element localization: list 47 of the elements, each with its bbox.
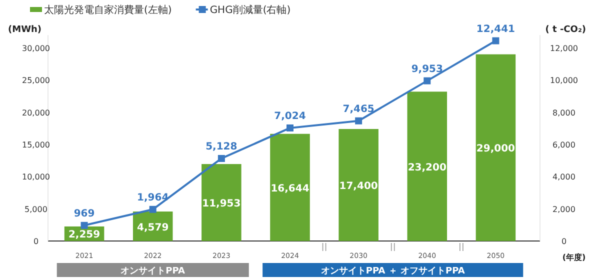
data-label: 7,024 xyxy=(274,110,306,122)
y2-axis-title: ( t -CO₂) xyxy=(545,25,586,35)
y2-tick-label: 4,000 xyxy=(552,172,576,182)
y2-tick-label: 10,000 xyxy=(550,76,578,86)
data-label: 11,953 xyxy=(202,198,241,210)
data-label: 2,259 xyxy=(68,230,100,241)
point xyxy=(286,124,294,132)
text: オンサイトPPA xyxy=(120,266,186,276)
y2-tick-label: 0 xyxy=(561,237,567,246)
data-label: 1,964 xyxy=(137,192,169,204)
y-axis-title: (MWh) xyxy=(8,25,42,35)
point xyxy=(218,154,225,162)
data-label: 29,000 xyxy=(476,144,516,155)
data-label: 9,953 xyxy=(411,64,443,75)
point xyxy=(149,206,156,213)
y-tick-label: 0 xyxy=(33,237,39,246)
data-label: 16,644 xyxy=(270,183,310,194)
data-label: 5,128 xyxy=(206,141,238,152)
y-tick-label: 30,000 xyxy=(22,44,50,53)
y-tick-label: 25,000 xyxy=(22,76,50,86)
y-tick-label: 20,000 xyxy=(22,108,50,118)
data-label: 23,200 xyxy=(408,162,446,174)
data-label: 4,579 xyxy=(137,222,169,234)
y-tick-label: 15,000 xyxy=(22,140,50,150)
y-tick-label: 10,000 xyxy=(22,172,50,182)
point xyxy=(80,222,88,229)
y-tick-label: 5,000 xyxy=(24,204,48,214)
point xyxy=(492,37,500,44)
y2-tick-label: 2,000 xyxy=(552,204,576,214)
legend-label: 太陽光発電自家消費量(左軸) xyxy=(44,4,172,16)
bar xyxy=(202,164,242,241)
bar xyxy=(407,92,448,241)
legend-label: GHG削減量(右軸) xyxy=(210,4,291,16)
text: オンサイトPPA ＋ オフサイトPPA xyxy=(320,266,465,276)
bar xyxy=(338,128,378,241)
point xyxy=(355,117,362,124)
bar xyxy=(476,54,516,241)
data-label: 17,400 xyxy=(339,180,378,192)
y2-tick-label: 6,000 xyxy=(552,140,576,150)
data-label: 12,441 xyxy=(476,24,516,35)
data-label: 969 xyxy=(74,208,95,220)
x-axis-title: (年度) xyxy=(562,252,586,262)
y2-tick-label: 8,000 xyxy=(552,108,576,118)
y2-tick-label: 12,000 xyxy=(550,44,578,53)
data-label: 7,465 xyxy=(342,104,374,115)
bar xyxy=(270,134,310,241)
point xyxy=(424,77,431,84)
